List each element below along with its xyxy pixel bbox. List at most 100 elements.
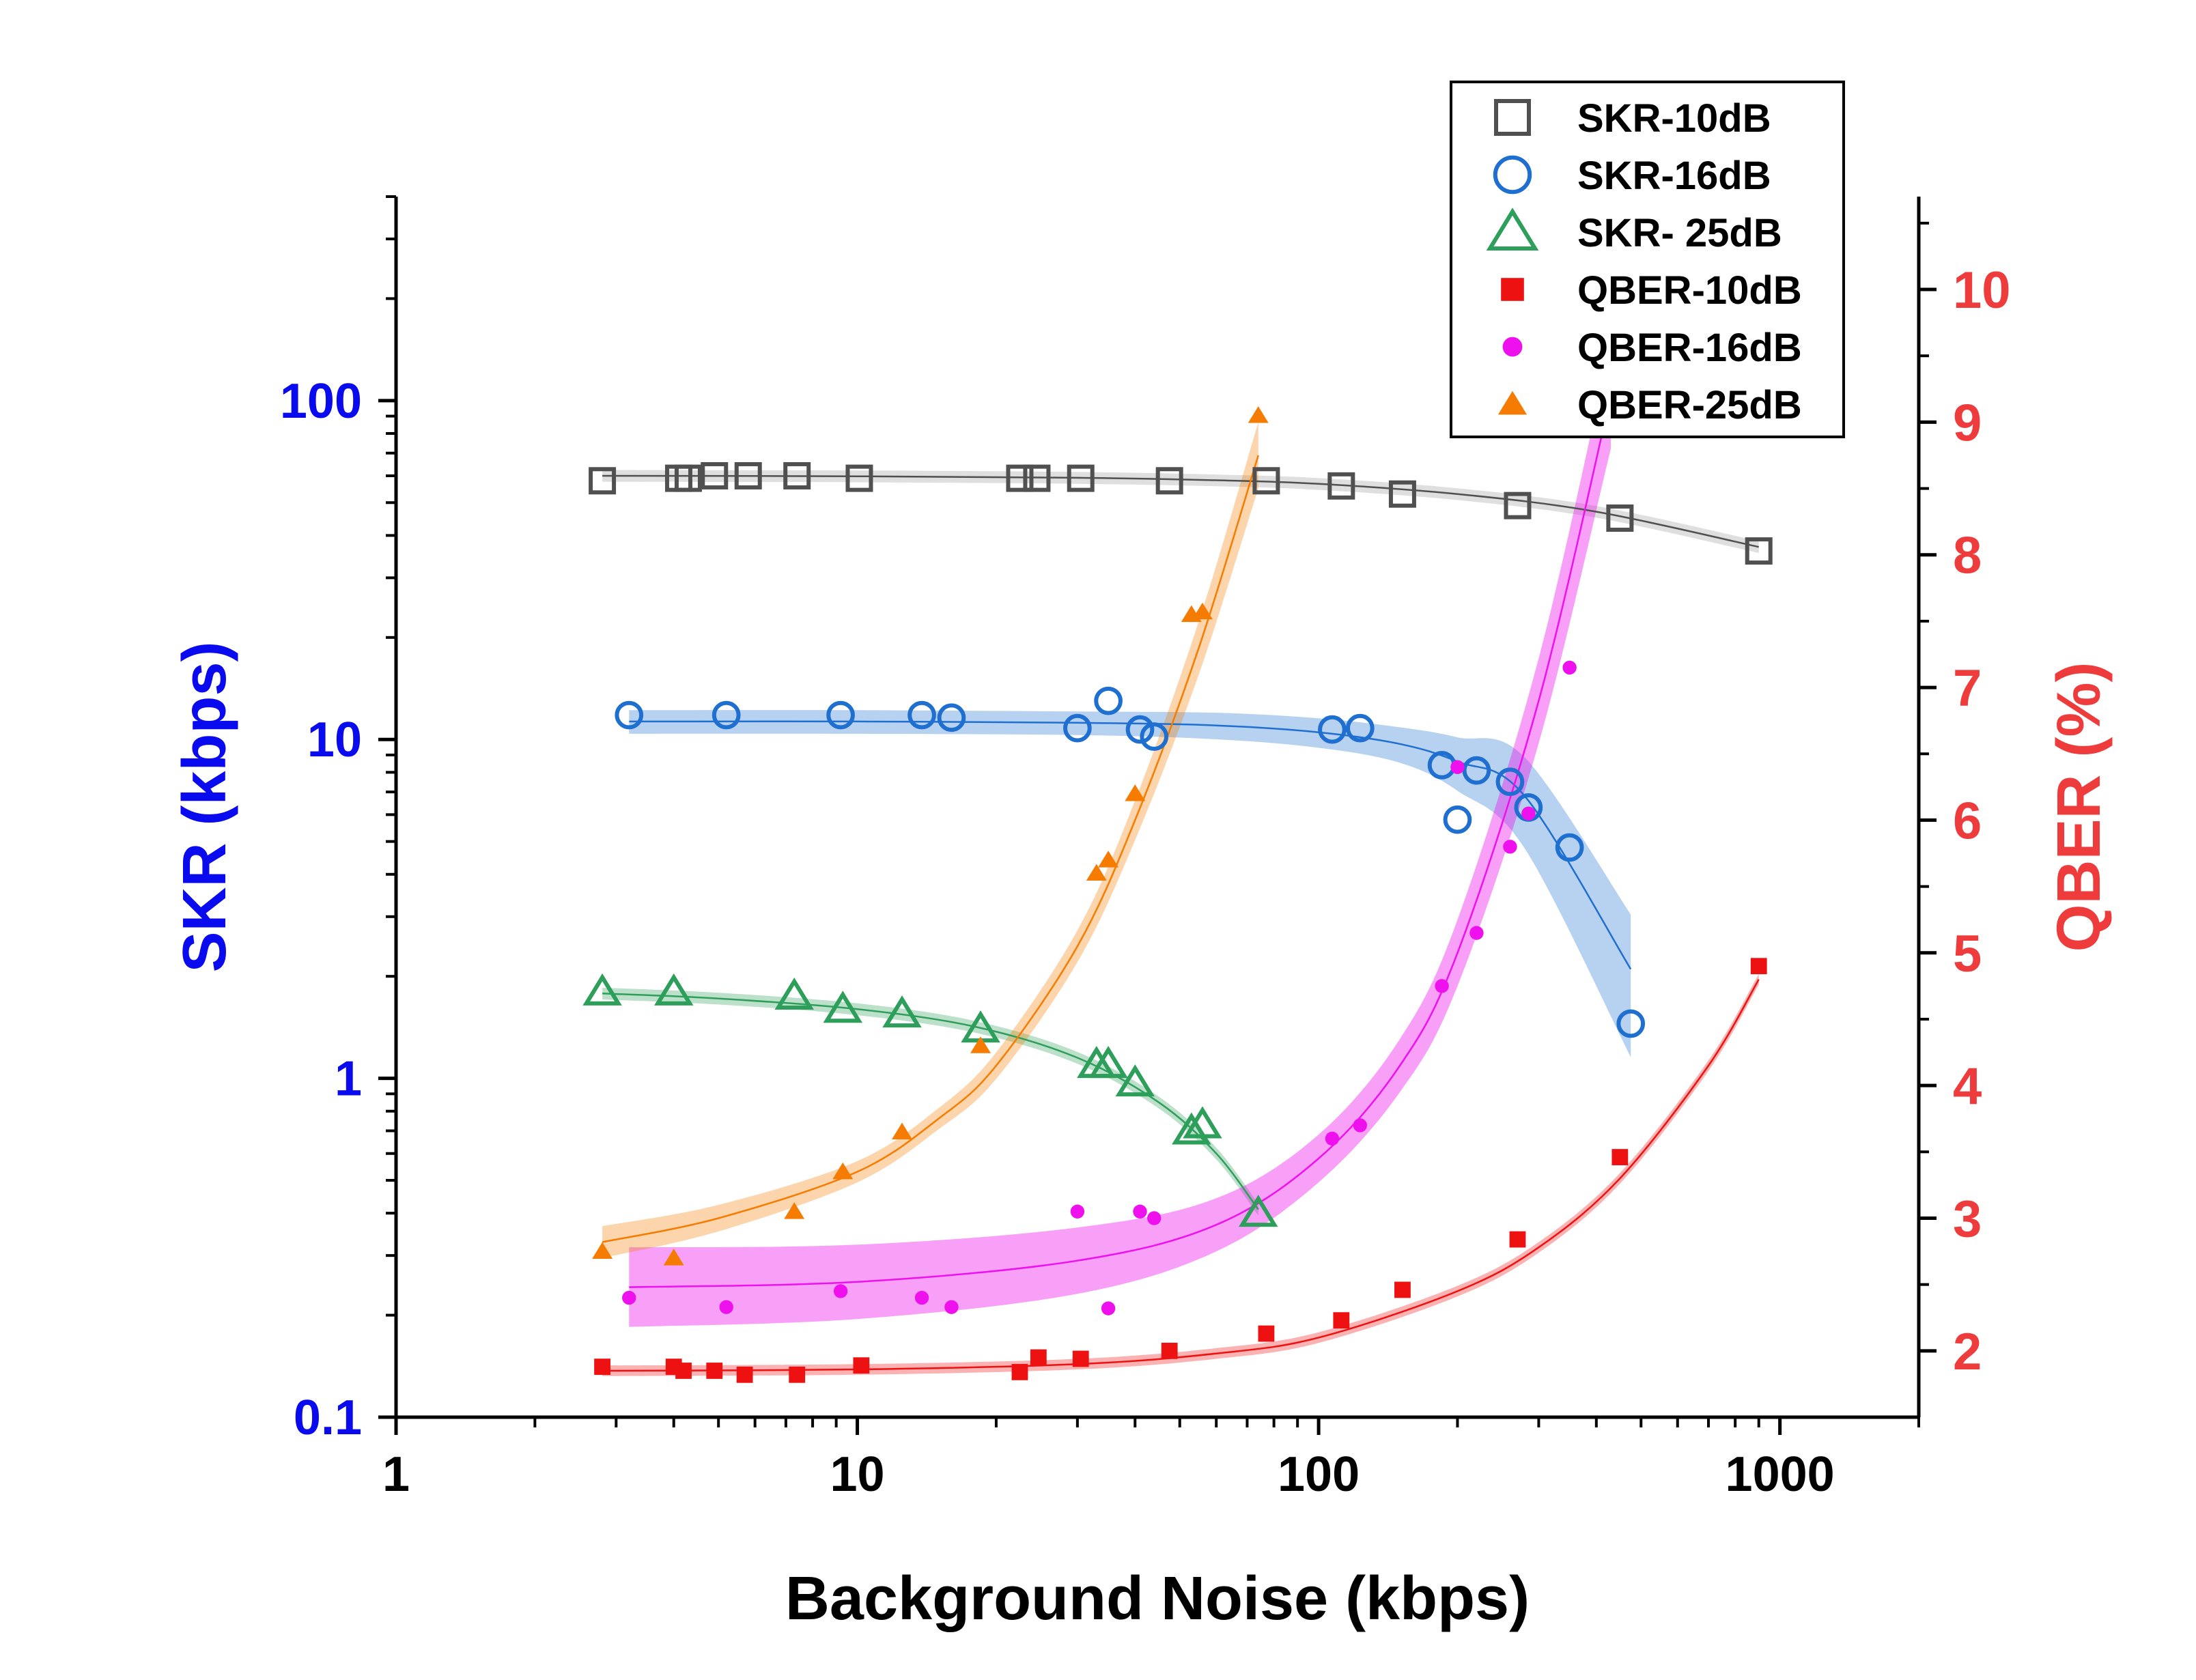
point-qber-10db <box>853 1357 870 1374</box>
point-qber-10db <box>1011 1364 1028 1380</box>
fit-qber-10db <box>602 979 1760 1372</box>
point-skr-10db <box>1606 504 1634 532</box>
series-skr-10db <box>589 461 1773 565</box>
legend-label-skr-10db: SKR-10dB <box>1577 96 1771 141</box>
point-skr-10db <box>734 461 762 489</box>
point-skr-10db <box>1504 492 1532 519</box>
series-qber-25db <box>592 406 1269 1266</box>
fit-skr-10db <box>602 474 1759 548</box>
point-skr-10db <box>1327 472 1355 500</box>
point-qber-16db <box>1450 760 1465 774</box>
point-qber-25db <box>1248 406 1269 423</box>
point-qber-25db <box>663 1249 684 1266</box>
point-qber-10db <box>706 1363 723 1379</box>
point-skr-16db <box>907 700 936 730</box>
left-y-tick-label: 0.1 <box>294 1391 362 1445</box>
fit-qber-16db <box>629 395 1612 1288</box>
series-skr-25db <box>582 973 1278 1227</box>
right-y-tick-label: 5 <box>1953 925 1982 983</box>
point-qber-16db <box>622 1290 636 1305</box>
point-skr-10db <box>701 461 729 489</box>
series-skr-16db <box>615 686 1646 1038</box>
point-skr-16db <box>1443 805 1472 834</box>
point-qber-10db <box>736 1366 753 1383</box>
right-y-tick-label: 3 <box>1953 1190 1982 1248</box>
point-qber-10db <box>1509 1231 1526 1248</box>
point-qber-16db <box>1562 660 1577 675</box>
band-skr-10db <box>602 470 1759 553</box>
point-skr-16db <box>1094 686 1123 715</box>
right-y-tick-label: 8 <box>1953 527 1982 585</box>
point-skr-16db <box>1616 1009 1646 1038</box>
legend-marker-skr-16db <box>1493 155 1532 195</box>
point-qber-16db <box>1101 1301 1116 1315</box>
point-skr-16db <box>1495 767 1525 797</box>
point-skr-16db <box>712 700 741 730</box>
point-qber-25db <box>970 1036 991 1053</box>
point-qber-16db <box>1147 1211 1162 1225</box>
point-skr-10db <box>1006 464 1034 492</box>
point-qber-16db <box>1469 926 1484 940</box>
legend-frame <box>1450 81 1845 438</box>
point-qber-16db <box>914 1290 929 1305</box>
point-qber-10db <box>789 1366 806 1383</box>
point-skr-16db <box>1462 756 1491 785</box>
point-skr-16db <box>826 700 855 730</box>
point-skr-25db <box>882 995 922 1028</box>
point-qber-10db <box>1258 1325 1275 1342</box>
right-y-tick-label: 2 <box>1953 1323 1982 1381</box>
point-qber-16db <box>1325 1131 1340 1146</box>
point-qber-25db <box>784 1202 805 1219</box>
point-skr-16db <box>1318 715 1347 744</box>
point-qber-25db <box>1192 602 1213 620</box>
fit-qber-25db <box>602 455 1259 1243</box>
point-skr-25db <box>1172 1112 1211 1145</box>
right-y-tick-label: 6 <box>1953 792 1982 850</box>
point-skr-10db <box>589 467 617 495</box>
data-points <box>582 406 1773 1383</box>
point-qber-16db <box>1435 979 1449 993</box>
point-qber-25db <box>592 1242 613 1259</box>
x-tick-label: 10 <box>830 1447 884 1502</box>
left-y-tick-label: 10 <box>307 713 362 767</box>
point-skr-25db <box>1239 1195 1278 1227</box>
point-skr-10db <box>1155 467 1183 495</box>
x-tick-label: 1000 <box>1726 1447 1835 1502</box>
point-qber-10db <box>1333 1312 1350 1329</box>
point-skr-25db <box>653 973 694 1006</box>
point-skr-16db <box>937 703 966 732</box>
legend-label-qber-16db: QBER-16dB <box>1577 326 1802 370</box>
left-y-tick-label: 1 <box>335 1052 362 1107</box>
point-qber-16db <box>1521 806 1536 821</box>
legend-marker-skr-25db <box>1486 208 1539 251</box>
point-skr-10db <box>845 464 873 492</box>
point-qber-10db <box>1750 958 1767 975</box>
point-skr-10db <box>1388 480 1416 508</box>
point-qber-10db <box>1161 1342 1178 1359</box>
point-skr-10db <box>1067 464 1095 492</box>
legend-marker-skr-10db <box>1494 99 1531 136</box>
point-skr-25db <box>823 991 862 1023</box>
point-skr-16db <box>1125 715 1155 744</box>
point-skr-25db <box>1115 1064 1155 1097</box>
x-tick-label: 1 <box>382 1447 410 1502</box>
legend-label-skr-16db: SKR-16dB <box>1577 154 1771 198</box>
point-qber-16db <box>1503 840 1517 854</box>
point-qber-25db <box>1125 784 1146 801</box>
left-y-axis-label: SKR (kbps) <box>171 641 239 972</box>
legend-label-skr-25db: SKR- 25dB <box>1577 211 1782 255</box>
point-qber-16db <box>1133 1204 1147 1219</box>
point-qber-25db <box>892 1122 912 1140</box>
point-skr-10db <box>674 464 702 492</box>
point-qber-10db <box>594 1358 610 1376</box>
point-skr-25db <box>1088 1046 1128 1079</box>
point-qber-25db <box>832 1162 854 1180</box>
point-skr-16db <box>1555 833 1584 862</box>
point-qber-10db <box>1072 1350 1089 1367</box>
x-axis-label: Background Noise (kbps) <box>785 1565 1530 1633</box>
legend-marker-qber-10db <box>1501 278 1524 301</box>
axis-ticks: 1 10 100 1000 0.1 1 10 100 2 3 4 5 6 7 8 9 10 <box>280 195 2011 1502</box>
right-y-axis-label: QBER (%) <box>2045 662 2113 952</box>
left-y-tick-label: 100 <box>280 374 362 429</box>
